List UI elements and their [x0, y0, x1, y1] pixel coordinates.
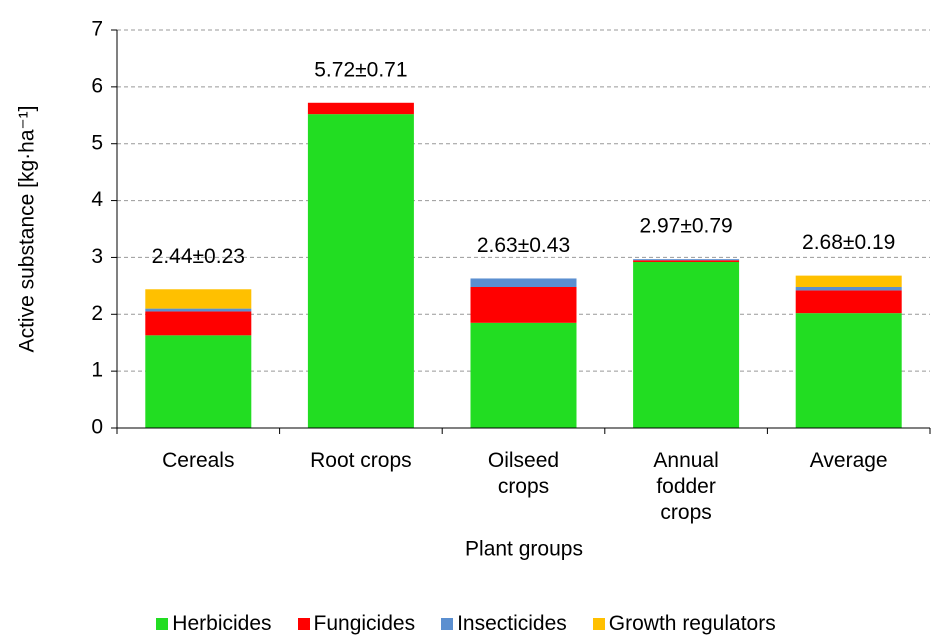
legend-swatch	[592, 618, 605, 630]
bar-segment	[795, 313, 902, 428]
y-tick-label: 3	[91, 245, 103, 268]
annotation: 2.63±0.43	[477, 234, 570, 257]
legend-label: Growth regulators	[608, 612, 776, 635]
y-tick-label: 6	[91, 74, 103, 97]
bar-segment	[633, 260, 740, 262]
annotation: 2.97±0.79	[639, 215, 732, 238]
legend: Herbicides Fungicides Insecticides Growth r…	[0, 612, 932, 636]
y-tick-label: 0	[91, 416, 103, 439]
bar-segment	[145, 289, 252, 309]
legend-swatch	[441, 618, 454, 630]
y-axis-label: Active substance [kg·ha⁻¹]	[16, 106, 39, 353]
legend-item: Fungicides	[297, 612, 416, 636]
x-tick-label: Oilseed crops	[487, 449, 560, 498]
legend-item: Herbicides	[156, 612, 272, 636]
legend-swatch	[156, 618, 169, 630]
bar-segment	[307, 102, 414, 115]
y-tick-label: 4	[91, 188, 103, 211]
bar-segment	[795, 290, 902, 314]
bar-segment	[470, 286, 577, 323]
x-tick-label: Average	[809, 449, 888, 472]
x-axis-label: Plant groups	[465, 538, 583, 561]
bar-segment	[145, 308, 252, 312]
legend-label: Insecticides	[457, 612, 567, 635]
bar-segment	[470, 278, 577, 287]
y-tick-label: 7	[91, 18, 103, 41]
bar-segment	[470, 322, 577, 428]
x-tick-label: Root crops	[310, 449, 412, 472]
x-tick-label: Cereals	[162, 449, 235, 472]
bar-segment	[795, 275, 902, 287]
bar-segment	[633, 259, 740, 261]
bar-segment	[795, 286, 902, 291]
legend-label: Herbicides	[172, 612, 272, 635]
x-tick-label: Annual fodder crops	[653, 449, 719, 524]
annotation: 5.72±0.71	[314, 58, 407, 81]
y-tick-label: 2	[91, 302, 103, 325]
y-tick-label: 5	[91, 131, 103, 154]
annotation: 2.44±0.23	[152, 245, 245, 268]
bar-segment	[145, 335, 252, 428]
y-tick-label: 1	[91, 359, 103, 382]
legend-item: Growth regulators	[592, 612, 776, 636]
legend-item: Insecticides	[441, 612, 567, 636]
bar-segment	[633, 261, 740, 428]
annotation: 2.68±0.19	[802, 231, 895, 254]
bar-segment	[145, 311, 252, 336]
bar-segment	[307, 114, 414, 429]
legend-swatch	[297, 618, 310, 630]
legend-label: Fungicides	[313, 612, 416, 635]
